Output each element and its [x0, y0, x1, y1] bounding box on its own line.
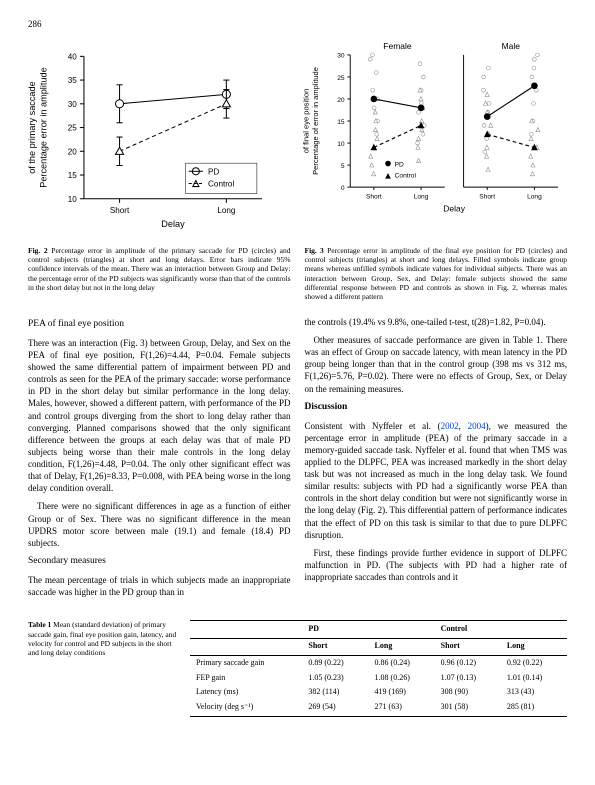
svg-text:5: 5: [340, 163, 344, 170]
table-sub-header: Short Long Short Long: [190, 638, 567, 655]
svg-text:20: 20: [68, 147, 78, 156]
figure-2: 10 15 20 25 30 35 40 Short Long PD Control Delay Per…: [28, 36, 293, 239]
svg-text:15: 15: [337, 119, 345, 126]
svg-text:Long: Long: [413, 194, 428, 201]
data-table: PD Control Short Long Short Long Primary…: [190, 620, 567, 717]
heading-secondary: Secondary measures: [28, 555, 291, 568]
left-column: PEA of final eye position There was an i…: [28, 316, 291, 604]
fig2-caption: Fig. 2 Percentage error in amplitude of …: [28, 246, 291, 302]
fig3-caption: Fig. 3 Percentage error in amplitude of …: [305, 246, 568, 302]
svg-text:25: 25: [68, 124, 78, 133]
svg-text:Control: Control: [394, 173, 416, 180]
right-p3: Consistent with Nyffeler et al. (2002, 2…: [305, 420, 568, 541]
right-p1: the controls (19.4% vs 9.8%, one-tailed …: [305, 316, 568, 328]
svg-text:Long: Long: [527, 194, 542, 201]
figures-row: 10 15 20 25 30 35 40 Short Long PD Control Delay Per…: [28, 36, 567, 239]
left-p1: There was an interaction (Fig. 3) betwee…: [28, 337, 291, 495]
svg-text:10: 10: [337, 141, 345, 148]
table-row: Latency (ms)382 (114)419 (169)308 (90)31…: [190, 685, 567, 700]
table-caption: Table 1 Mean (standard deviation) of pri…: [28, 620, 178, 717]
heading-discussion: Discussion: [305, 401, 568, 414]
svg-text:Male: Male: [501, 41, 520, 51]
ref-2002[interactable]: 2002: [441, 421, 459, 431]
right-column: the controls (19.4% vs 9.8%, one-tailed …: [305, 316, 568, 604]
fig3-chart: 0 5 10 15 20 25 30 Female Short Long Male Short Long…: [303, 36, 568, 225]
svg-text:Delay: Delay: [443, 204, 465, 214]
captions-row: Fig. 2 Percentage error in amplitude of …: [28, 246, 567, 302]
body-columns: PEA of final eye position There was an i…: [28, 316, 567, 604]
right-p2: Other measures of saccade performance ar…: [305, 334, 568, 395]
svg-text:0: 0: [340, 185, 344, 192]
table-group-header: PD Control: [190, 621, 567, 639]
svg-text:Long: Long: [217, 206, 235, 215]
svg-text:Control: Control: [208, 180, 234, 189]
svg-text:30: 30: [68, 100, 78, 109]
left-p2: There were no significant differences in…: [28, 500, 291, 549]
left-p3: The mean percentage of trials in which s…: [28, 574, 291, 598]
heading-pea: PEA of final eye position: [28, 318, 291, 331]
svg-text:Percentage of error in amplitu: Percentage of error in amplitude: [311, 67, 320, 175]
svg-text:Delay: Delay: [161, 219, 185, 229]
svg-text:30: 30: [337, 53, 345, 60]
svg-text:Female: Female: [383, 41, 412, 51]
svg-text:Percentage error in amplitude: Percentage error in amplitude: [38, 67, 48, 187]
svg-text:40: 40: [68, 53, 78, 62]
svg-text:PD: PD: [208, 167, 219, 176]
figure-3: 0 5 10 15 20 25 30 Female Short Long Male Short Long…: [303, 36, 568, 239]
svg-text:Short: Short: [110, 206, 130, 215]
svg-text:PD: PD: [394, 161, 403, 168]
svg-text:of the primary saccade: of the primary saccade: [28, 81, 37, 173]
svg-text:35: 35: [68, 76, 78, 85]
table-row: FEP gain1.05 (0.23)1.08 (0.26)1.07 (0.13…: [190, 671, 567, 686]
page-number: 286: [28, 18, 567, 30]
svg-text:of final eye position: of final eye position: [303, 89, 311, 154]
svg-text:Short: Short: [479, 194, 495, 201]
svg-text:15: 15: [68, 171, 78, 180]
right-p4: First, these findings provide further ev…: [305, 547, 568, 583]
table-1: Table 1 Mean (standard deviation) of pri…: [28, 620, 567, 717]
ref-2004[interactable]: 2004: [468, 421, 486, 431]
svg-text:Short: Short: [365, 194, 381, 201]
table-row: Primary saccade gain0.89 (0.22)0.86 (0.2…: [190, 655, 567, 670]
svg-text:25: 25: [337, 75, 345, 82]
svg-text:20: 20: [337, 97, 345, 104]
table-row: Velocity (deg s⁻¹)269 (54)271 (63)301 (5…: [190, 700, 567, 716]
fig2-chart: 10 15 20 25 30 35 40 Short Long PD Control Delay Per…: [28, 36, 293, 239]
svg-text:10: 10: [68, 195, 78, 204]
